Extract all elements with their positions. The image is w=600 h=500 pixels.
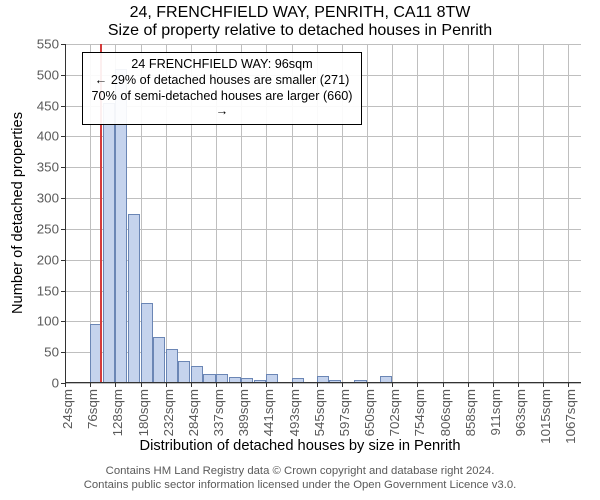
attribution-line-2: Contains public sector information licen… (0, 479, 600, 493)
annotation-line-1: 24 FRENCHFIELD WAY: 96sqm (87, 57, 357, 73)
histogram-bar (191, 366, 203, 383)
gridline-horizontal (65, 136, 581, 137)
y-axis-line (65, 44, 66, 383)
x-tick-mark (392, 383, 393, 387)
x-tick-label: 597sqm (337, 389, 352, 436)
x-tick-mark (443, 383, 444, 387)
x-tick-label: 284sqm (186, 389, 201, 436)
gridline-vertical (568, 44, 569, 383)
histogram-bar (153, 337, 165, 383)
gridline-vertical (493, 44, 494, 383)
x-tick-mark (367, 383, 368, 387)
gridline-vertical (443, 44, 444, 383)
x-tick-label: 76sqm (85, 389, 100, 429)
x-tick-mark (241, 383, 242, 387)
gridline-horizontal (65, 229, 581, 230)
histogram-bar (166, 349, 178, 383)
x-tick-mark (468, 383, 469, 387)
x-tick-label: 1015sqm (538, 389, 553, 444)
attribution: Contains HM Land Registry data © Crown c… (0, 465, 600, 492)
annotation-line-3: 70% of semi-detached houses are larger (… (87, 89, 357, 121)
x-tick-label: 441sqm (261, 389, 276, 436)
x-tick-mark (65, 383, 66, 387)
chart-title-line-2: Size of property relative to detached ho… (0, 22, 600, 40)
gridline-vertical (468, 44, 469, 383)
x-tick-label: 128sqm (110, 389, 125, 436)
x-tick-mark (417, 383, 418, 387)
x-tick-mark (266, 383, 267, 387)
x-tick-mark (216, 383, 217, 387)
annotation-line-2: ← 29% of detached houses are smaller (27… (87, 73, 357, 89)
annotation-box: 24 FRENCHFIELD WAY: 96sqm ← 29% of detac… (82, 52, 362, 125)
x-tick-mark (90, 383, 91, 387)
histogram-bar (128, 214, 140, 384)
x-tick-mark (115, 383, 116, 387)
x-tick-mark (141, 383, 142, 387)
x-tick-label: 1067sqm (563, 389, 578, 444)
attribution-line-1: Contains HM Land Registry data © Crown c… (0, 465, 600, 479)
x-tick-mark (166, 383, 167, 387)
gridline-vertical (367, 44, 368, 383)
x-tick-label: 232sqm (161, 389, 176, 436)
chart-title-line-1: 24, FRENCHFIELD WAY, PENRITH, CA11 8TW (0, 4, 600, 22)
x-tick-label: 493sqm (287, 389, 302, 436)
gridline-vertical (392, 44, 393, 383)
y-axis-title: Number of detached properties (10, 112, 26, 314)
histogram-bar (178, 361, 190, 383)
gridline-horizontal (65, 260, 581, 261)
x-tick-label: 337sqm (211, 389, 226, 436)
x-tick-label: 24sqm (60, 389, 75, 429)
x-tick-mark (342, 383, 343, 387)
x-tick-label: 754sqm (412, 389, 427, 436)
gridline-vertical (518, 44, 519, 383)
gridline-horizontal (65, 291, 581, 292)
x-tick-label: 389sqm (236, 389, 251, 436)
x-tick-label: 545sqm (312, 389, 327, 436)
histogram-bar (141, 303, 153, 383)
x-tick-mark (292, 383, 293, 387)
x-tick-label: 911sqm (488, 389, 503, 435)
x-tick-mark (191, 383, 192, 387)
x-tick-label: 963sqm (513, 389, 528, 436)
histogram-bar (103, 103, 115, 383)
plot-area: 05010015020025030035040045050055024sqm76… (65, 44, 581, 383)
x-tick-label: 806sqm (438, 389, 453, 436)
x-tick-mark (518, 383, 519, 387)
chart-container: 24, FRENCHFIELD WAY, PENRITH, CA11 8TW S… (0, 0, 600, 500)
x-tick-label: 650sqm (362, 389, 377, 436)
x-tick-label: 180sqm (136, 389, 151, 436)
gridline-vertical (417, 44, 418, 383)
gridline-horizontal (65, 167, 581, 168)
x-tick-mark (493, 383, 494, 387)
x-axis-line (65, 382, 581, 383)
gridline-horizontal (65, 383, 581, 384)
x-axis-title: Distribution of detached houses by size … (0, 438, 600, 454)
x-tick-mark (317, 383, 318, 387)
x-tick-mark (543, 383, 544, 387)
gridline-vertical (543, 44, 544, 383)
gridline-horizontal (65, 44, 581, 45)
x-tick-mark (568, 383, 569, 387)
x-tick-label: 858sqm (463, 389, 478, 436)
gridline-horizontal (65, 198, 581, 199)
x-tick-label: 702sqm (387, 389, 402, 436)
